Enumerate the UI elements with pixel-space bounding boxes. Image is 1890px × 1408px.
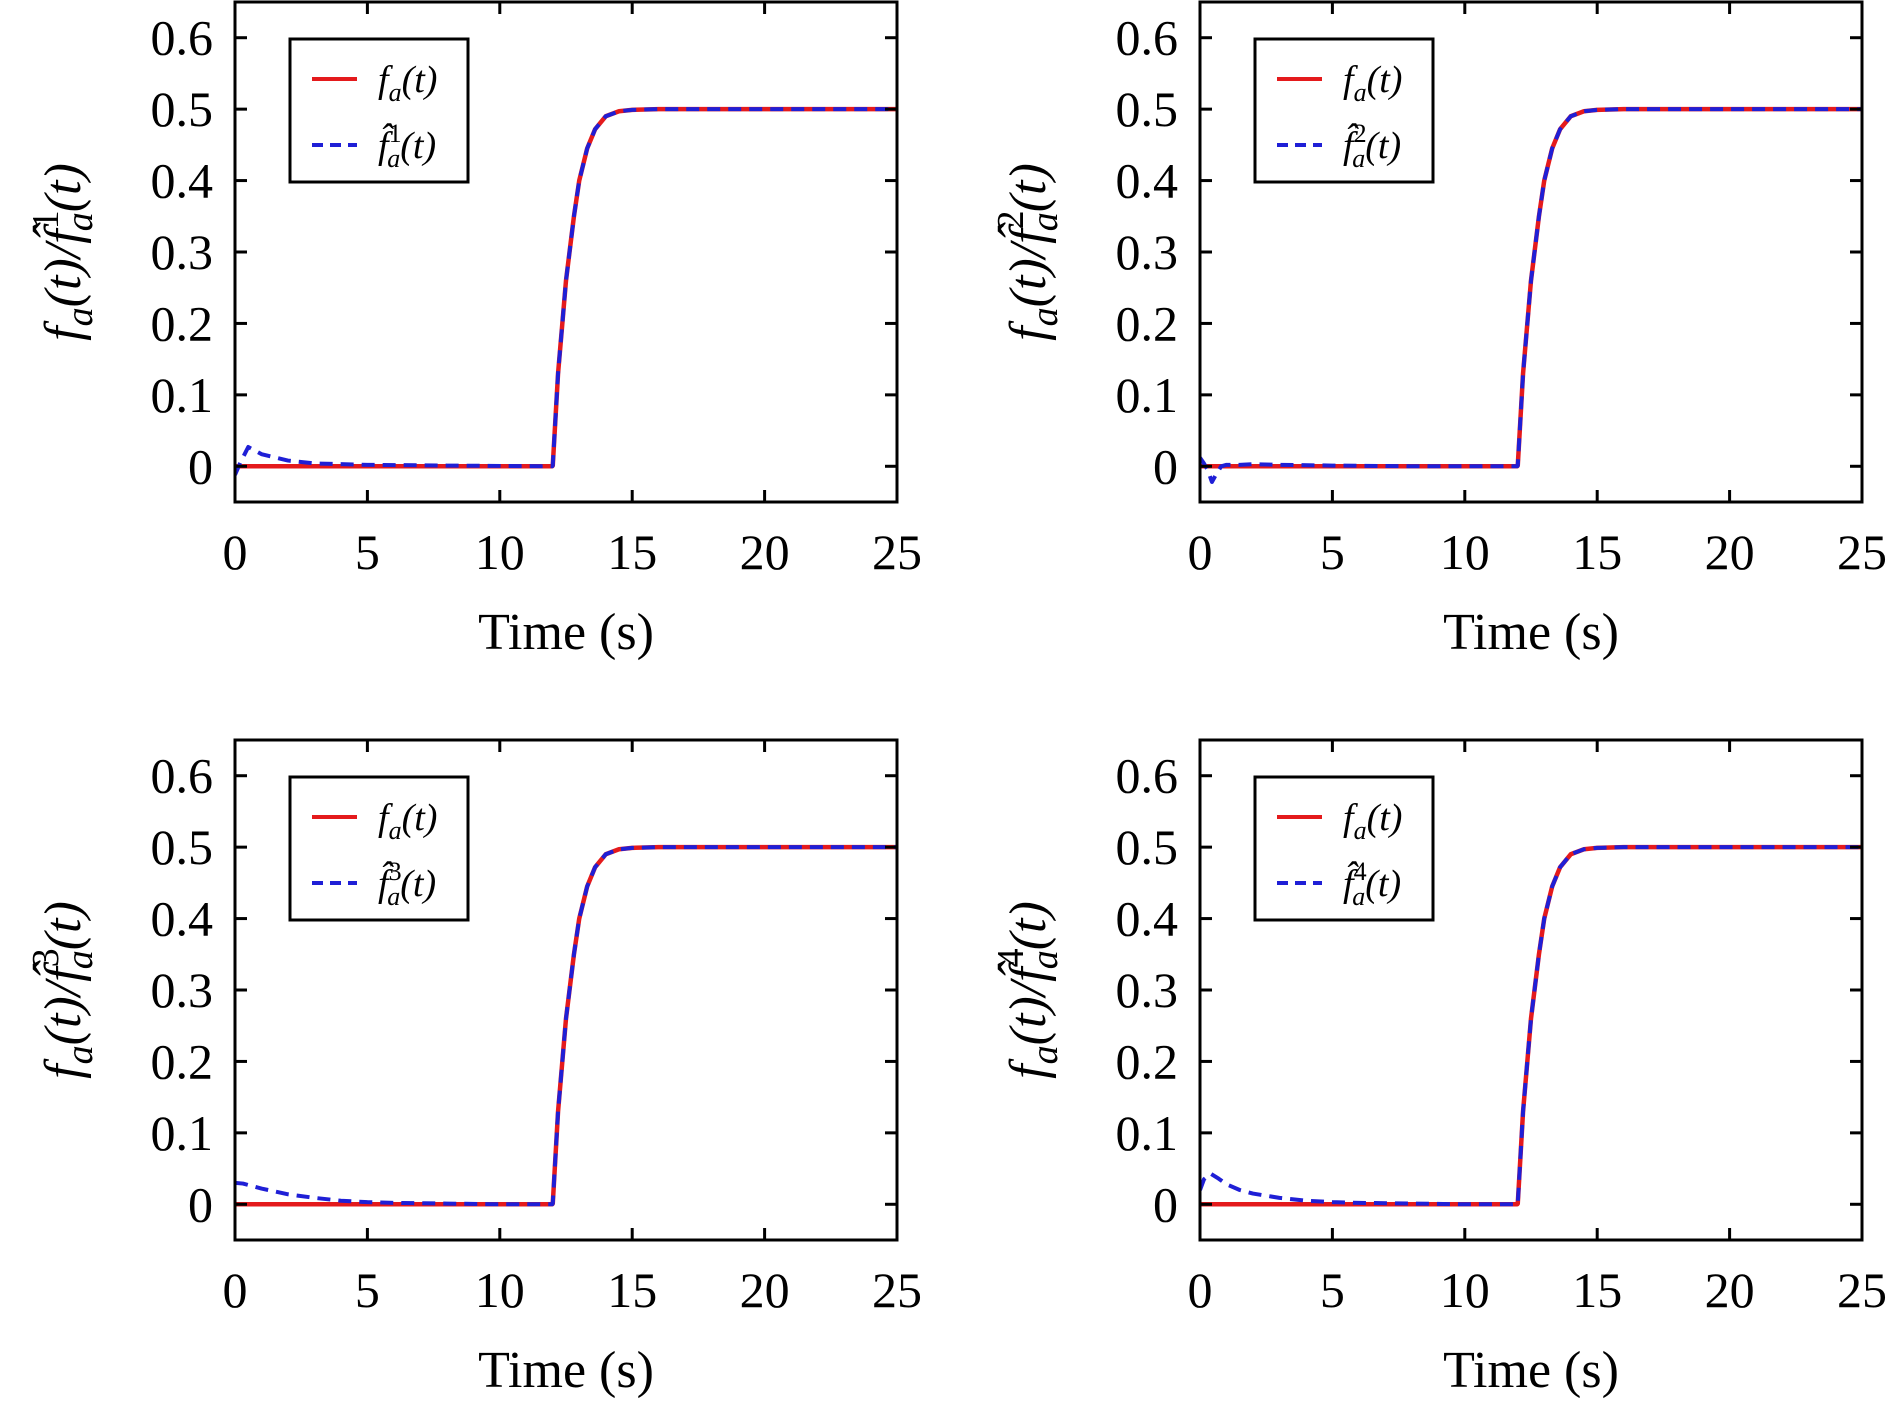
legend-box — [288, 37, 470, 184]
subplot-1: 0 5 10 15 20 25 0 0.1 0.2 0.3 0.4 0.5 0.6 Time (s) fa(… — [25, 0, 922, 661]
subplot-3: 0 5 10 15 20 25 0 0.1 0.2 0.3 0.4 0.5 0.6 Time (s) fa(… — [25, 738, 922, 1399]
y-axis-title: fa(t)/f̂3a(t) — [25, 901, 101, 1079]
legend: fa(t) f̂4 a(t) — [1253, 775, 1435, 922]
y-tick-label: 0.2 — [1116, 1033, 1179, 1089]
y-tick-label: 0.2 — [151, 1033, 214, 1089]
x-tick-label: 0 — [223, 1262, 248, 1318]
y-tick-label: 0.3 — [151, 962, 214, 1018]
x-tick-label: 20 — [740, 1262, 790, 1318]
x-tick-label: 10 — [1440, 524, 1490, 580]
estimate-series-line — [1200, 845, 1862, 1207]
x-tick-label: 25 — [872, 524, 922, 580]
legend-fault-label: fa(t) — [1343, 59, 1402, 107]
y-tick-label: 0.6 — [151, 748, 214, 804]
y-tick-label: 0.1 — [1116, 367, 1179, 423]
y-axis-title: fa(t)/f̂1a(t) — [25, 163, 101, 341]
legend-box — [1253, 37, 1435, 184]
y-tick-label: 0.6 — [1116, 748, 1179, 804]
y-tick-label: 0 — [188, 1176, 213, 1232]
y-tick-label: 0.2 — [1116, 295, 1179, 351]
x-tick-label: 15 — [607, 1262, 657, 1318]
y-tick-label: 0.1 — [1116, 1105, 1179, 1161]
legend-estimate-label: f̂1 a(t) — [378, 119, 436, 173]
legend: fa(t) f̂2 a(t) — [1253, 37, 1435, 184]
x-tick-label: 20 — [1705, 524, 1755, 580]
x-tick-label: 0 — [1188, 1262, 1213, 1318]
estimate-series-line — [1200, 107, 1862, 484]
y-tick-label: 0.4 — [1116, 153, 1179, 209]
x-tick-label: 10 — [1440, 1262, 1490, 1318]
x-tick-label: 25 — [1837, 524, 1887, 580]
y-tick-label: 0.4 — [151, 153, 214, 209]
y-tick-label: 0.4 — [1116, 891, 1179, 947]
y-tick-label: 0.6 — [151, 10, 214, 66]
y-tick-label: 0 — [1153, 1176, 1178, 1232]
legend-fault-label: fa(t) — [378, 59, 437, 107]
x-tick-label: 15 — [607, 524, 657, 580]
y-axis-title: fa(t)/f̂2a(t) — [990, 163, 1066, 341]
legend: fa(t) f̂3 a(t) — [288, 775, 470, 922]
subplot-2: 0 5 10 15 20 25 0 0.1 0.2 0.3 0.4 0.5 0.6 Time (s) fa(… — [990, 0, 1887, 661]
y-axis-title: fa(t)/f̂4a(t) — [990, 901, 1066, 1079]
x-tick-label: 10 — [475, 524, 525, 580]
y-tick-label: 0.3 — [1116, 962, 1179, 1018]
legend-fault-label: fa(t) — [378, 797, 437, 845]
legend: fa(t) f̂1 a(t) — [288, 37, 470, 184]
x-axis-title: Time (s) — [478, 604, 654, 661]
y-tick-label: 0.1 — [151, 367, 214, 423]
y-tick-label: 0.2 — [151, 295, 214, 351]
x-tick-label: 25 — [1837, 1262, 1887, 1318]
y-tick-label: 0.5 — [151, 81, 214, 137]
x-tick-label: 20 — [740, 524, 790, 580]
y-tick-label: 0.5 — [1116, 81, 1179, 137]
estimate-series-line — [235, 845, 897, 1207]
legend-box — [1253, 775, 1435, 922]
y-tick-label: 0.3 — [1116, 224, 1179, 280]
legend-fault-label: fa(t) — [1343, 797, 1402, 845]
y-tick-label: 0.6 — [1116, 10, 1179, 66]
x-tick-label: 25 — [872, 1262, 922, 1318]
x-tick-label: 5 — [1320, 524, 1345, 580]
y-tick-label: 0 — [1153, 438, 1178, 494]
x-tick-label: 10 — [475, 1262, 525, 1318]
x-tick-label: 15 — [1572, 524, 1622, 580]
x-axis-title: Time (s) — [478, 1342, 654, 1399]
y-tick-label: 0.3 — [151, 224, 214, 280]
y-tick-label: 0.5 — [151, 819, 214, 875]
x-tick-label: 20 — [1705, 1262, 1755, 1318]
x-tick-label: 5 — [355, 1262, 380, 1318]
x-tick-label: 0 — [223, 524, 248, 580]
x-axis-title: Time (s) — [1443, 1342, 1619, 1399]
y-tick-label: 0.4 — [151, 891, 214, 947]
legend-estimate-label: f̂2 a(t) — [1343, 119, 1401, 173]
x-tick-label: 5 — [1320, 1262, 1345, 1318]
x-tick-label: 15 — [1572, 1262, 1622, 1318]
subplot-4: 0 5 10 15 20 25 0 0.1 0.2 0.3 0.4 0.5 0.6 Time (s) fa(… — [990, 738, 1887, 1399]
y-tick-label: 0.1 — [151, 1105, 214, 1161]
x-tick-label: 0 — [1188, 524, 1213, 580]
y-tick-label: 0 — [188, 438, 213, 494]
y-tick-label: 0.5 — [1116, 819, 1179, 875]
legend-estimate-label: f̂3 a(t) — [378, 857, 436, 911]
x-tick-label: 5 — [355, 524, 380, 580]
legend-estimate-label: f̂4 a(t) — [1343, 857, 1401, 911]
estimate-series-line — [235, 107, 897, 476]
x-axis-title: Time (s) — [1443, 604, 1619, 661]
legend-box — [288, 775, 470, 922]
